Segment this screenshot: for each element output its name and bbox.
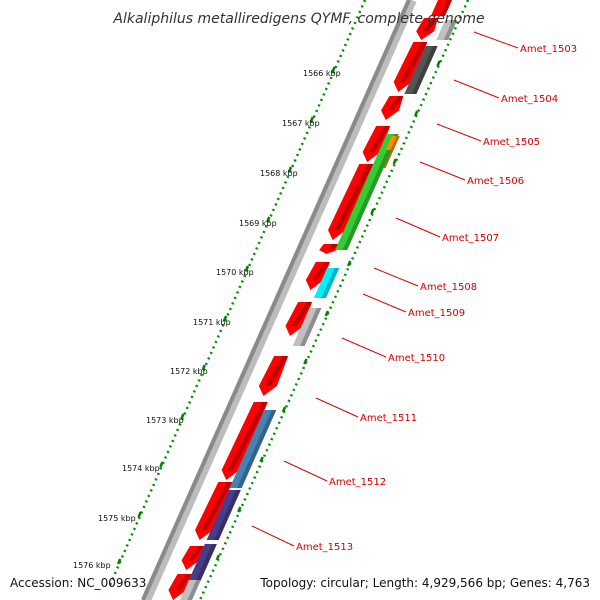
gene-label: Amet_1505 [483, 137, 540, 148]
kbp-label: 1568 kbp [260, 169, 298, 178]
kbp-ticks [116, 60, 441, 565]
kbp-label: 1570 kbp [216, 268, 254, 277]
forward-gene [328, 164, 374, 240]
gene-track [168, 0, 458, 600]
reverse-gene [292, 308, 322, 346]
gene-label: Amet_1512 [329, 477, 386, 488]
kbp-label: 1576 kbp [73, 561, 111, 570]
gene-tick [259, 456, 264, 463]
kbp-tick [222, 315, 228, 322]
gene-label: Amet_1504 [501, 94, 558, 105]
gene-label: Amet_1506 [467, 176, 524, 187]
kbp-tick [244, 265, 250, 272]
label-leader-line [419, 161, 466, 181]
reverse-gene [404, 46, 438, 94]
kbp-tick [266, 216, 271, 223]
forward-gene [285, 302, 313, 336]
label-leader-line [395, 217, 441, 238]
label-leader-line [362, 293, 407, 313]
reverse-gene [180, 580, 201, 600]
gene-label: Amet_1503 [520, 44, 577, 55]
label-leader-line [341, 337, 387, 358]
gene-label: Amet_1508 [420, 282, 477, 293]
kbp-label: 1572 kbp [170, 367, 208, 376]
reverse-gene [229, 410, 277, 488]
gene-label: Amet_1513 [296, 542, 353, 553]
kbp-label: 1574 kbp [122, 464, 160, 473]
topology-text: Topology: circular; Length: 4,929,566 bp… [259, 576, 590, 590]
backbone [141, 0, 417, 600]
forward-gene [195, 482, 233, 540]
forward-gene [393, 42, 428, 92]
kbp-label: 1571 kbp [193, 318, 231, 327]
kbp-label: 1573 kbp [146, 416, 184, 425]
reverse-gene [313, 268, 340, 298]
forward-gene [305, 262, 330, 290]
gene-label: Amet_1509 [408, 308, 465, 319]
label-leader-line [283, 460, 328, 482]
kbp-tick [137, 511, 142, 518]
gene-label: Amet_1507 [442, 233, 499, 244]
kbp-tick [180, 413, 185, 420]
kbp-label: 1569 kbp [239, 219, 277, 228]
label-leader-line [373, 267, 419, 287]
forward-gene [181, 546, 204, 570]
gene-tick [436, 60, 441, 67]
forward-gene [416, 18, 439, 40]
forward-gene [319, 244, 338, 254]
reverse-gene [335, 150, 392, 250]
reverse-gene [206, 490, 241, 540]
label-leader-line [315, 397, 359, 418]
accession-text: Accession: NC_009633 [10, 576, 146, 590]
kbp-labels: 1566 kbp 1567 kbp 1568 kbp 1569 kbp 1570… [73, 69, 341, 570]
kbp-tick [331, 66, 336, 73]
kbp-label: 1566 kbp [303, 69, 341, 78]
forward-gene [430, 0, 452, 16]
forward-gene [258, 356, 289, 396]
gene-tick [303, 358, 308, 365]
kbp-dotted-track [108, 0, 367, 586]
gene-tick [324, 310, 330, 317]
kbp-tick [287, 166, 293, 173]
kbp-tick [201, 364, 206, 371]
kbp-label: 1575 kbp [98, 514, 136, 523]
gene-labels: Amet_1503 Amet_1504 Amet_1505 Amet_1506 … [296, 44, 577, 553]
gene-tick [237, 506, 242, 513]
label-leader-line [473, 31, 519, 49]
gene-tick [370, 208, 375, 215]
gene-label: Amet_1511 [360, 413, 417, 424]
label-leader-line [436, 123, 482, 142]
gene-label: Amet_1510 [388, 353, 445, 364]
gene-tick [347, 260, 352, 267]
forward-gene [168, 574, 192, 600]
forward-gene [221, 402, 268, 480]
forward-gene [362, 126, 391, 162]
kbp-tick [309, 116, 314, 123]
forward-gene [381, 96, 404, 120]
page-title: Alkaliphilus metalliredigens QYMF, compl… [112, 11, 484, 27]
kbp-label: 1567 kbp [282, 119, 320, 128]
gene-tick [414, 110, 419, 117]
kbp-tick [116, 558, 122, 565]
gene-tick [281, 406, 287, 413]
label-leaders [251, 31, 519, 547]
gene-tick [215, 554, 221, 561]
reverse-gene [436, 20, 458, 40]
label-leader-line [251, 525, 295, 547]
kbp-tick [159, 461, 164, 468]
gene-tick [392, 158, 397, 165]
gene-dotted-track [198, 0, 470, 600]
reverse-gene [187, 544, 217, 582]
label-leader-line [453, 79, 500, 99]
